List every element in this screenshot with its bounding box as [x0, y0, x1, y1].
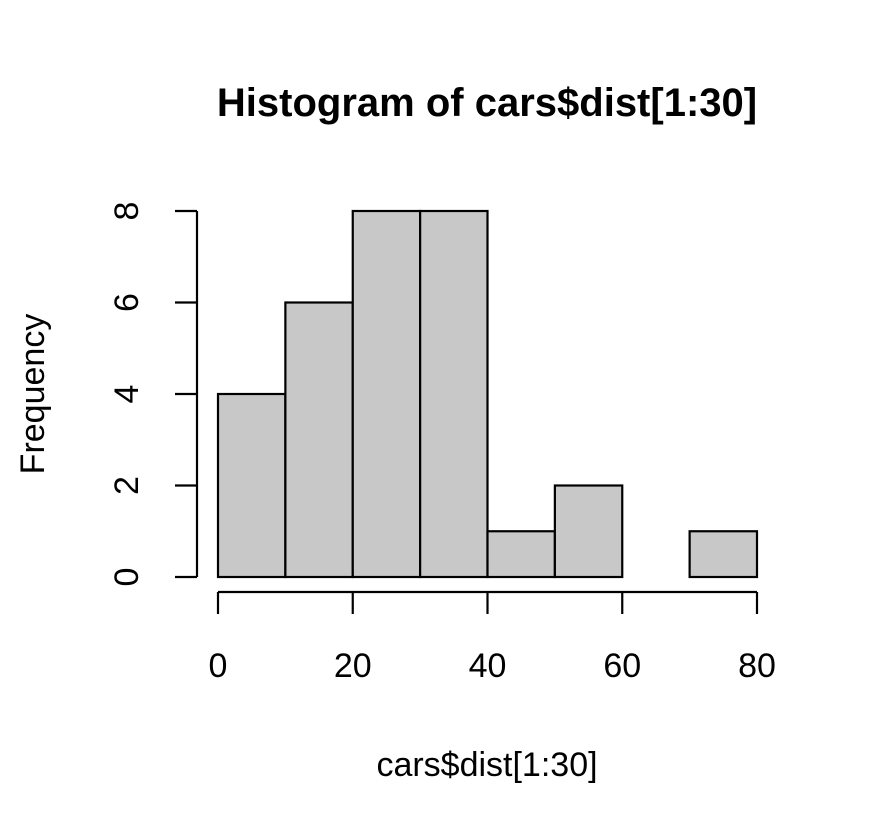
x-axis-label: cars$dist[1:30]: [376, 746, 597, 784]
histogram-bar: [351, 209, 422, 579]
histogram-bar: [284, 301, 354, 579]
y-tick-label: 8: [108, 202, 146, 221]
histogram-bar: [486, 530, 556, 579]
x-axis: 0 20 40 60 80: [209, 590, 776, 685]
y-tick-label: 2: [108, 476, 146, 495]
y-axis: 0 2 4 6 8: [108, 202, 199, 587]
y-tick-label: 6: [108, 293, 146, 312]
histogram-bar: [216, 392, 287, 579]
y-tick-label: 4: [108, 385, 146, 404]
histogram-bar: [688, 530, 759, 579]
x-tick-label: 80: [738, 647, 776, 685]
x-tick-label: 40: [469, 647, 507, 685]
histogram-bar: [419, 209, 489, 579]
y-tick-label: 0: [108, 568, 146, 587]
x-tick-label: 60: [603, 647, 641, 685]
x-tick-label: 0: [209, 647, 228, 685]
histogram-bar: [553, 484, 624, 579]
y-axis-label: Frequency: [14, 314, 52, 475]
x-tick-label: 20: [334, 647, 372, 685]
bars-group: [216, 209, 759, 579]
chart-title: Histogram of cars$dist[1:30]: [217, 81, 757, 125]
